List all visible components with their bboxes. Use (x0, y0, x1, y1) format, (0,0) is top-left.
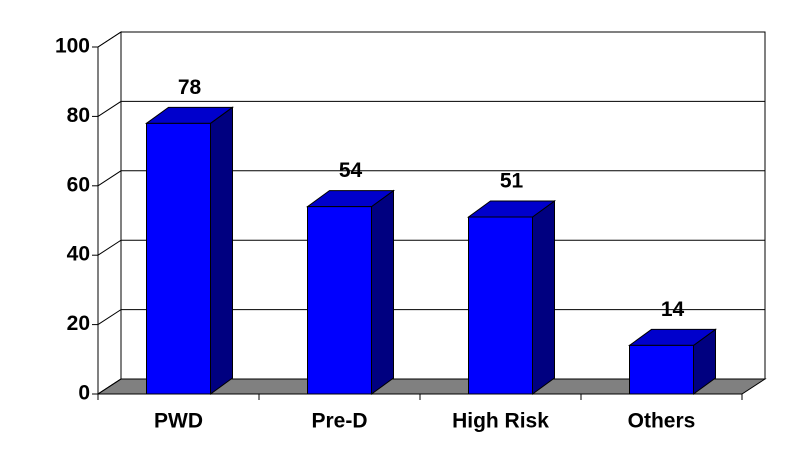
y-tick-label: 40 (67, 243, 90, 266)
x-tick-label: Pre-D (311, 410, 367, 433)
bar-front (468, 216, 533, 395)
bar (305, 189, 396, 395)
y-tick-label: 100 (55, 35, 90, 58)
bar-front (307, 206, 372, 395)
bar-side (371, 189, 394, 395)
value-label: 51 (500, 170, 524, 193)
value-label: 54 (339, 159, 363, 182)
bar-side (210, 106, 233, 395)
grid-line (97, 100, 765, 117)
y-tick-label: 60 (67, 173, 90, 196)
x-tick-label: PWD (154, 410, 203, 433)
bar-front (629, 344, 694, 395)
value-label: 78 (178, 76, 202, 99)
grid-line (97, 170, 765, 187)
y-tick-label: 0 (78, 382, 90, 405)
value-label: 14 (661, 298, 685, 321)
bar (144, 106, 235, 395)
bar (627, 328, 718, 395)
y-tick-label: 80 (67, 104, 90, 127)
grid-line (97, 31, 765, 48)
x-tick-label: High Risk (452, 410, 549, 433)
y-tick-label: 20 (67, 312, 90, 335)
bar-side (532, 200, 555, 395)
bar (466, 200, 557, 395)
x-tick-label: Others (628, 410, 696, 433)
side-wall (97, 31, 122, 395)
bar-front (146, 122, 211, 395)
